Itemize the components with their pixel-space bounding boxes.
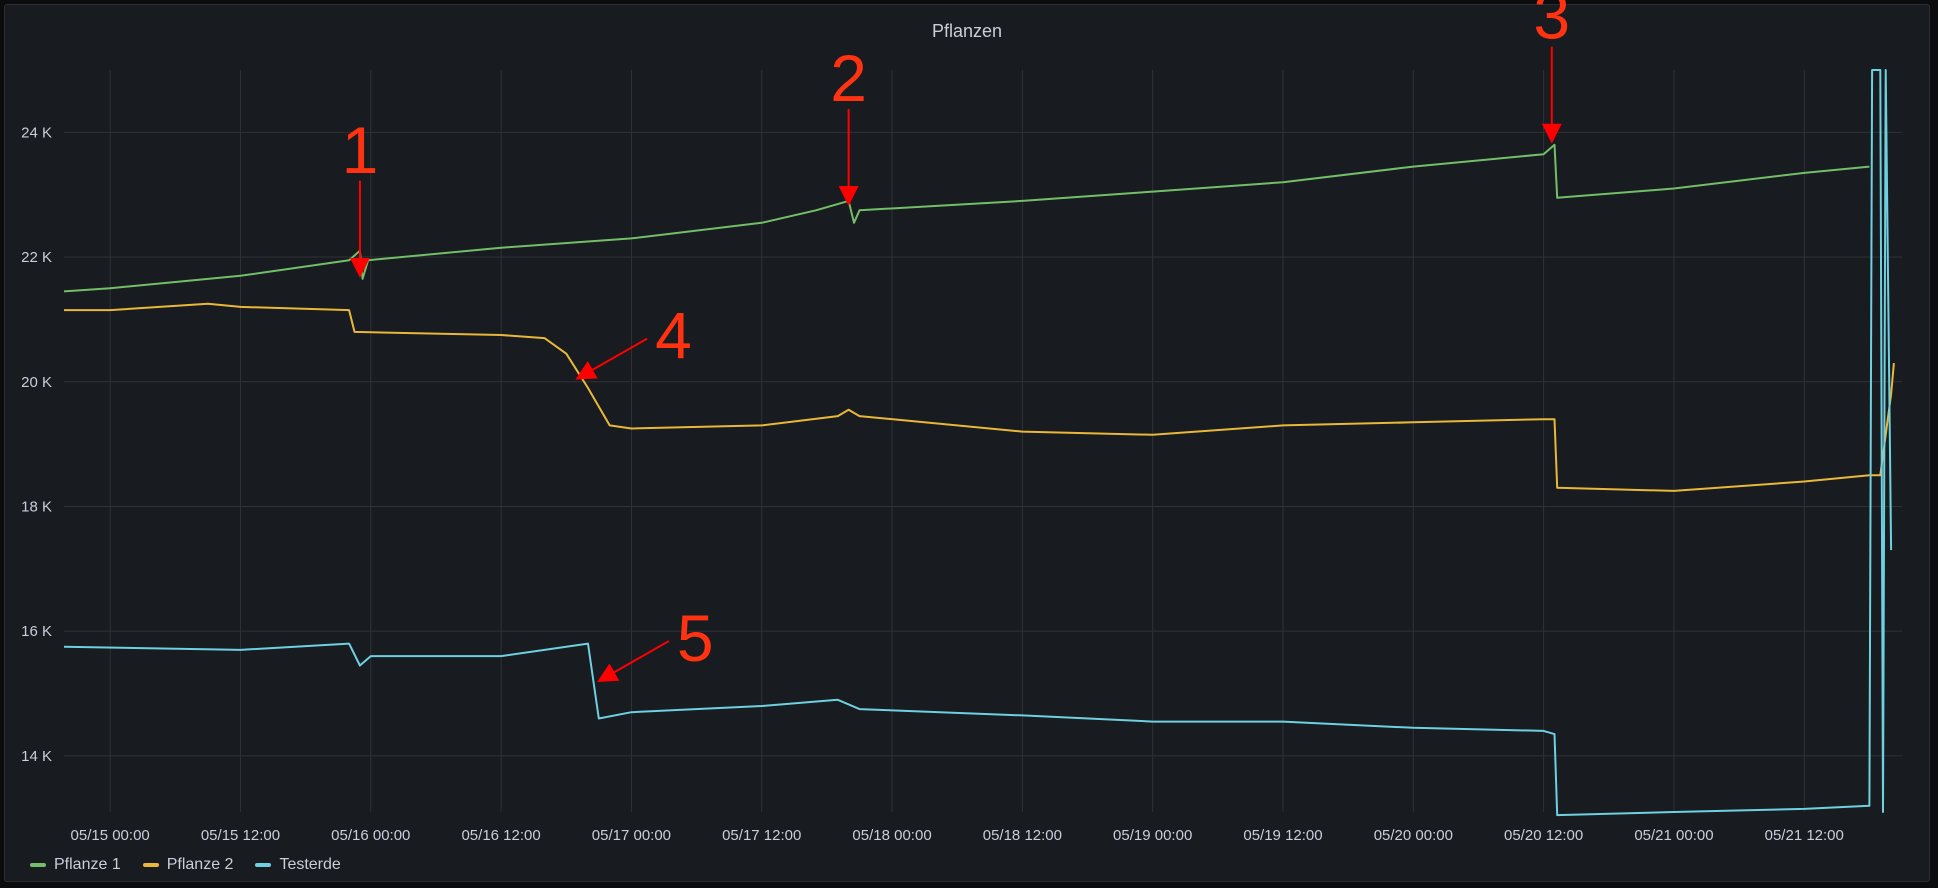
x-tick-label: 05/19 00:00 (1113, 827, 1192, 844)
y-tick-label: 22 K (21, 249, 52, 266)
legend-swatch (142, 863, 159, 867)
annotation-number: 5 (677, 601, 714, 675)
legend-item-pflanze-2[interactable]: Pflanze 2 (142, 856, 234, 874)
x-tick-label: 05/20 00:00 (1374, 827, 1453, 844)
x-tick-label: 05/19 12:00 (1243, 827, 1322, 844)
x-tick-label: 05/18 12:00 (983, 827, 1062, 844)
legend-label: Pflanze 2 (166, 856, 234, 873)
series-line-pflanze-2[interactable] (64, 302, 1895, 492)
x-tick-label: 05/15 00:00 (71, 827, 150, 844)
annotation-number: 3 (1533, 0, 1570, 53)
y-tick-label: 18 K (21, 498, 52, 515)
legend-item-testerde[interactable]: Testerde (255, 856, 341, 874)
y-tick-label: 24 K (21, 124, 52, 141)
x-tick-label: 05/17 12:00 (722, 827, 801, 844)
annotation-5: 5 (597, 601, 714, 683)
x-tick-label: 05/16 12:00 (461, 827, 540, 844)
annotation-number: 1 (342, 113, 379, 187)
x-tick-label: 05/15 12:00 (201, 827, 280, 844)
legend-swatch (30, 863, 46, 867)
y-tick-label: 20 K (21, 374, 52, 391)
annotation-arrow (575, 337, 648, 380)
legend-swatch (255, 863, 272, 867)
annotation-arrow (597, 640, 670, 683)
x-tick-label: 05/20 12:00 (1504, 827, 1583, 844)
x-tick-label: 05/21 12:00 (1765, 827, 1844, 844)
panel-title[interactable]: Pflanzen (931, 21, 1003, 41)
y-tick-label: 14 K (21, 748, 52, 765)
legend-item-pflanze-1[interactable]: Pflanze 1 (30, 856, 121, 874)
annotation-number: 2 (830, 41, 867, 115)
legend-label: Pflanze 1 (54, 856, 121, 873)
legend: Pflanze 1 Pflanze 2 Testerde (30, 856, 341, 874)
x-tick-label: 05/16 00:00 (331, 827, 410, 844)
x-tick-label: 05/21 00:00 (1634, 827, 1713, 844)
annotation-number: 4 (655, 299, 692, 373)
annotation-2: 2 (830, 41, 867, 207)
series-line-pflanze-1[interactable] (63, 143, 1870, 293)
annotation-3: 3 (1533, 0, 1570, 144)
y-tick-label: 16 K (21, 623, 52, 640)
legend-label: Testerde (279, 856, 341, 873)
series-line-testerde[interactable] (63, 69, 1893, 817)
chart-panel: Pflanzen (4, 4, 1930, 882)
annotation-1: 1 (342, 113, 379, 278)
annotation-4: 4 (575, 299, 692, 380)
x-tick-label: 05/17 00:00 (592, 827, 671, 844)
x-tick-label: 05/18 00:00 (852, 827, 931, 844)
